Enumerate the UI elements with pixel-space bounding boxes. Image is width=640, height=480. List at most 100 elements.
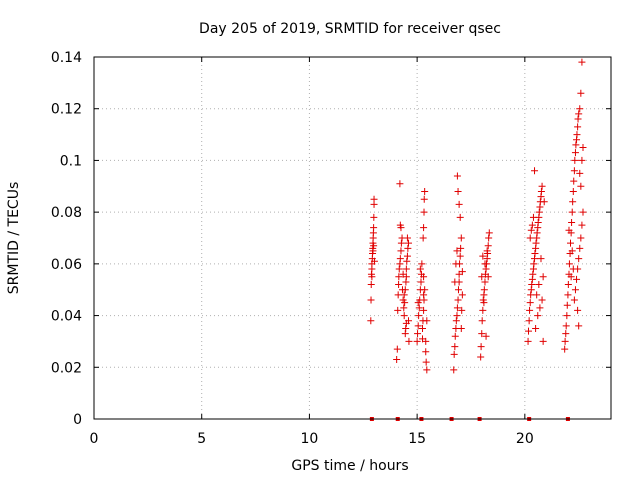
data-point [401,299,409,307]
data-point [370,242,378,250]
data-point [457,325,465,332]
y-tick-label: 0.14 [51,50,82,66]
data-point [452,317,460,325]
data-point [404,244,412,252]
data-point [414,322,422,330]
data-point [403,234,411,242]
data-point [532,325,540,332]
data-point [452,260,460,268]
data-point [477,343,485,351]
chart-title: Day 205 of 2019, SRMTID for receiver qse… [199,21,501,37]
data-point [562,322,570,330]
data-point [422,348,430,356]
data-point [367,296,375,304]
data-point [535,281,543,289]
data-point [567,239,575,247]
data-point [574,123,582,131]
data-point [454,296,462,304]
data-point [480,299,488,307]
data-point [367,281,375,289]
data-point [453,304,461,312]
data-point [561,337,569,345]
data-point [420,195,428,203]
data-point [483,247,491,255]
data-point [420,224,428,232]
y-tick-label: 0.02 [51,360,82,376]
data-point [567,273,575,281]
data-point [578,221,586,229]
data-point [534,312,542,320]
data-point [395,265,403,273]
data-point [540,198,548,206]
data-point [405,239,413,247]
data-point [538,182,546,190]
data-point [536,304,544,312]
x-tick-label: 20 [516,431,534,447]
data-point [395,281,403,289]
data-point [565,260,573,268]
data-point [572,141,580,149]
data-point [529,213,537,221]
data-point [481,260,489,268]
data-point [401,286,409,294]
plot-frame [93,56,612,420]
data-point [414,299,422,307]
data-point [405,337,413,345]
data-point [575,255,583,263]
data-point [453,312,461,320]
data-point [370,213,378,221]
data-point [421,187,429,195]
data-point [533,291,541,299]
data-point [537,187,545,195]
data-point [397,247,405,255]
data-point [478,330,486,338]
data-point [416,265,424,273]
data-point [453,172,461,180]
data-point [458,268,466,276]
data-point [478,273,486,281]
data-point [577,234,585,242]
data-point [456,252,464,260]
data-point [413,337,421,345]
data-point [457,244,465,252]
data-point [451,332,459,340]
data-point [451,343,459,351]
data-point [370,195,378,203]
data-point [479,306,487,314]
data-point [419,234,427,242]
data-point [405,317,413,325]
data-point [524,327,532,335]
data-point [369,247,377,255]
data-point [422,337,430,345]
data-point [564,291,572,299]
data-point [423,317,431,325]
data-point [535,208,543,216]
data-point [415,312,423,320]
data-point [421,286,429,294]
data-point [454,187,462,195]
data-point [568,247,576,255]
data-point [576,169,584,177]
data-point [423,366,431,374]
data-point [574,306,582,314]
data-point [484,273,492,281]
data-point [415,304,423,312]
x-tick-label: 10 [301,431,319,447]
data-point [370,224,378,232]
data-point [455,200,463,208]
data-point [400,312,408,320]
data-point [563,301,571,309]
data-point [532,239,540,247]
data-point [538,296,546,304]
data-point [531,167,539,175]
data-point [579,208,587,216]
data-point [562,330,570,338]
data-point [526,306,534,314]
data-point [485,229,493,237]
data-point [527,291,535,299]
data-point [534,218,542,226]
data-point [576,244,584,252]
data-point [577,89,585,97]
data-point [539,273,547,281]
